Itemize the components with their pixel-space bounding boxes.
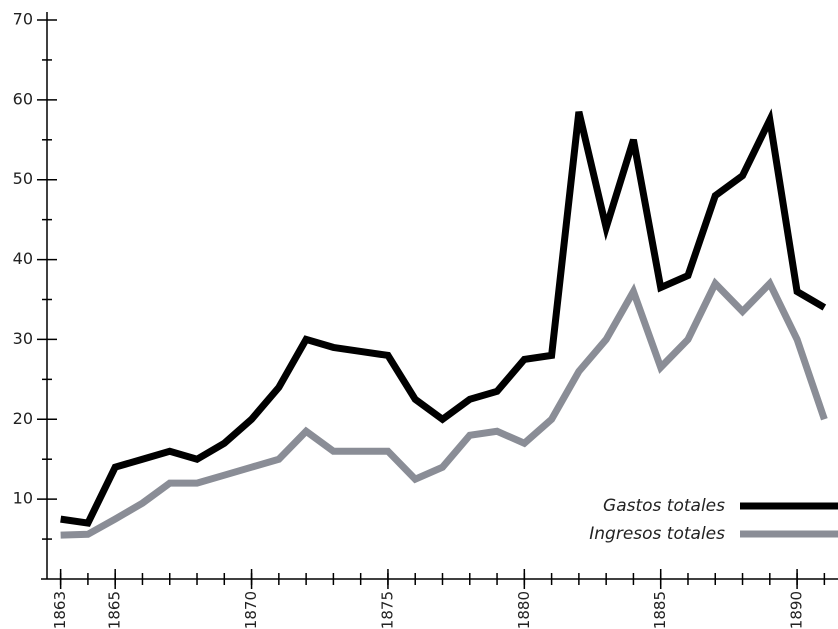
y-tick-label: 40 bbox=[13, 249, 33, 268]
x-tick-label: 1880 bbox=[515, 591, 533, 629]
x-tick-label: 1870 bbox=[242, 591, 260, 629]
x-tick-label: 1875 bbox=[378, 591, 396, 629]
x-tick-label: 1863 bbox=[51, 591, 69, 629]
y-tick-label: 20 bbox=[13, 409, 33, 428]
series-line bbox=[60, 108, 827, 527]
y-tick-label: 50 bbox=[13, 169, 33, 188]
y-tick-label: 10 bbox=[13, 489, 33, 508]
legend-label: Ingresos totales bbox=[589, 524, 725, 544]
x-tick-label: 1890 bbox=[788, 591, 806, 629]
y-tick-label: 70 bbox=[13, 10, 33, 29]
x-tick-label: 1865 bbox=[106, 591, 124, 629]
x-tick-label: 1885 bbox=[651, 591, 669, 629]
y-tick-label: 30 bbox=[13, 329, 33, 348]
y-tick-label: 60 bbox=[13, 89, 33, 108]
series-line bbox=[60, 277, 828, 539]
legend-label: Gastos totales bbox=[603, 496, 725, 516]
